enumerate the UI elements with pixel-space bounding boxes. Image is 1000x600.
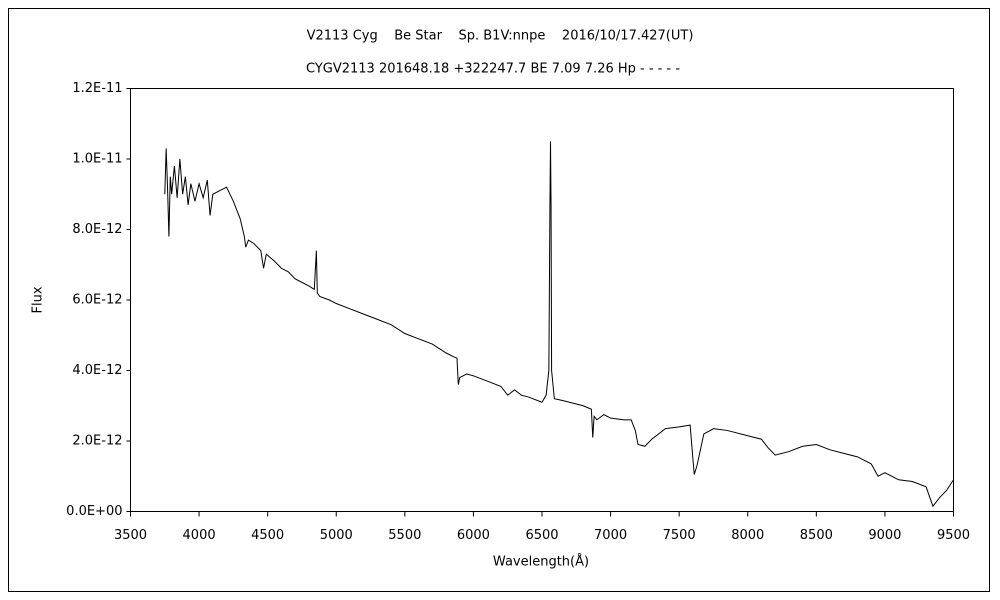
x-tick-label: 9000: [868, 528, 901, 543]
y-tick-label: 0.0E+00: [66, 504, 122, 519]
y-tick-label: 8.0E-12: [72, 222, 122, 237]
y-tick-label: 1.2E-11: [72, 81, 122, 96]
x-axis-label: Wavelength(Å): [493, 554, 589, 570]
spectrum-line: [164, 141, 954, 508]
x-tick-label: 5000: [320, 528, 353, 543]
x-tick-label: 9500: [937, 528, 970, 543]
x-tick-label: 7500: [663, 528, 696, 543]
outer-frame: [8, 8, 990, 592]
x-tick-label: 3500: [114, 528, 147, 543]
x-tick-label: 7000: [594, 528, 627, 543]
y-tick-label: 4.0E-12: [72, 363, 122, 378]
plot-frame: [130, 88, 954, 512]
y-tick-label: 1.0E-11: [72, 152, 122, 167]
y-tick-label: 6.0E-12: [72, 293, 122, 308]
x-tick-label: 4000: [183, 528, 216, 543]
x-tick-label: 6500: [525, 528, 558, 543]
x-tick-label: 6000: [457, 528, 490, 543]
x-tick-label: 8000: [731, 528, 764, 543]
x-tick-label: 4500: [251, 528, 284, 543]
x-tick-label: 8500: [800, 528, 833, 543]
y-tick-label: 2.0E-12: [72, 434, 122, 449]
y-axis-label: Flux: [31, 286, 46, 313]
chart-subtitle: CYGV2113 201648.18 +322247.7 BE 7.09 7.2…: [306, 62, 680, 77]
chart-title: V2113 Cyg Be Star Sp. B1V:nnpe 2016/10/1…: [307, 29, 694, 44]
x-tick-label: 5500: [388, 528, 421, 543]
